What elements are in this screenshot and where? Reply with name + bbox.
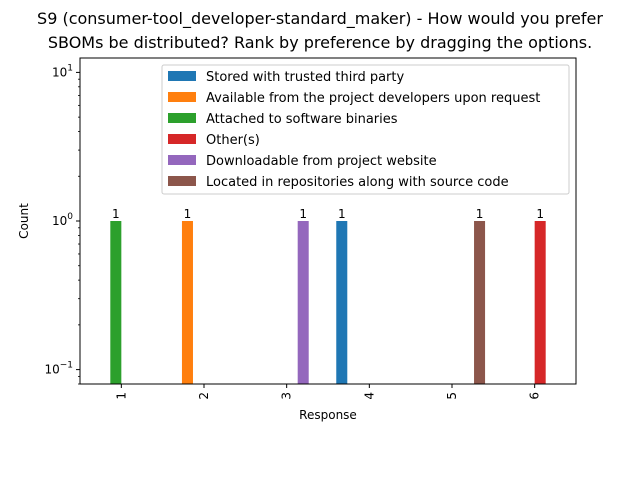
legend-label: Attached to software binaries xyxy=(206,112,398,127)
legend-swatch xyxy=(168,155,196,165)
x-tick-label: 1 xyxy=(114,392,128,400)
y-axis: 10−1 100 101 xyxy=(44,63,80,385)
legend-swatch xyxy=(168,134,196,144)
data-label: 1 xyxy=(112,207,120,221)
x-tick-label: 3 xyxy=(280,392,294,400)
bar-5 xyxy=(474,221,486,384)
bar-1 xyxy=(110,221,122,384)
chart-title-line-1: S9 (consumer-tool_developer-standard_mak… xyxy=(37,9,603,28)
x-axis-label: Response xyxy=(299,408,357,422)
bar-2 xyxy=(181,221,193,384)
legend-swatch xyxy=(168,92,196,102)
legend-swatch xyxy=(168,71,196,81)
x-tick-label: 4 xyxy=(362,392,376,400)
legend-item: Located in repositories along with sourc… xyxy=(168,175,509,190)
y-tick-label: 101 xyxy=(52,63,73,79)
legend-label: Located in repositories along with sourc… xyxy=(206,175,509,190)
bars-layer xyxy=(110,221,546,384)
legend-item: Downloadable from project website xyxy=(168,154,437,169)
data-label: 1 xyxy=(299,207,307,221)
chart-title-line-2: SBOMs be distributed? Rank by preference… xyxy=(47,33,593,52)
legend: Stored with trusted third party Available… xyxy=(161,64,570,195)
legend-swatch xyxy=(168,113,196,123)
x-tick-label: 5 xyxy=(445,392,459,400)
legend-label: Other(s) xyxy=(206,133,260,148)
legend-label: Stored with trusted third party xyxy=(206,70,404,85)
legend-frame xyxy=(161,64,570,195)
y-axis-label: Count xyxy=(17,203,31,239)
legend-item: Available from the project developers up… xyxy=(168,91,540,106)
bar-4 xyxy=(336,221,348,384)
legend-label: Downloadable from project website xyxy=(206,154,437,169)
bar-3 xyxy=(297,221,309,384)
legend-item: Attached to software binaries xyxy=(168,112,398,127)
y-tick-label: 10−1 xyxy=(44,361,73,377)
x-tick-label: 2 xyxy=(197,392,211,400)
legend-label: Available from the project developers up… xyxy=(206,91,540,106)
legend-swatch xyxy=(168,176,196,186)
y-tick-label: 100 xyxy=(52,212,73,228)
data-labels-layer: 1 1 1 1 1 1 xyxy=(112,207,544,221)
bar-6 xyxy=(534,221,546,384)
legend-item: Other(s) xyxy=(168,133,260,148)
legend-item: Stored with trusted third party xyxy=(168,70,404,85)
data-label: 1 xyxy=(476,207,484,221)
data-label: 1 xyxy=(184,207,192,221)
data-label: 1 xyxy=(338,207,346,221)
data-label: 1 xyxy=(536,207,544,221)
x-tick-label: 6 xyxy=(528,392,542,400)
x-axis: 1 2 3 4 5 6 xyxy=(114,384,542,400)
